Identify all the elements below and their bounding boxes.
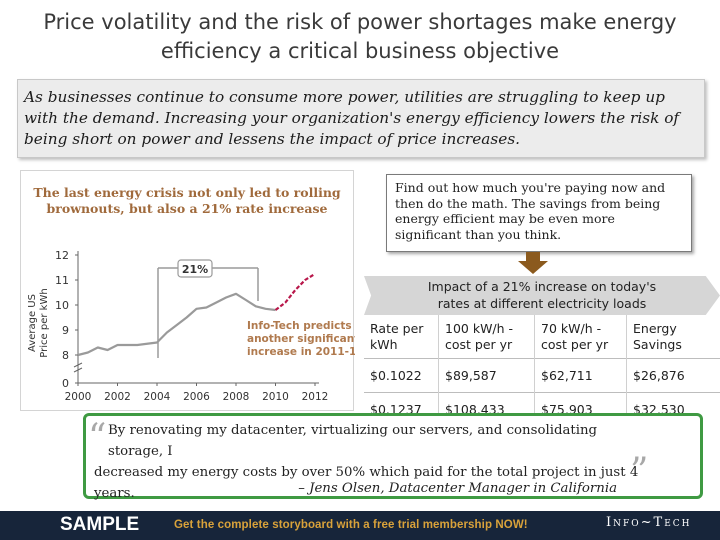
quote-text-line1: By renovating my datacenter, virtualizin… [108,423,598,459]
y-tick-label: 10 [55,299,69,312]
impact-grid: Rate per kWh 100 kW/h - cost per yr 70 k… [364,315,720,427]
chart-ylabel-line1: Average US [27,294,38,352]
price-chart: The last energy crisis not only led to r… [27,185,355,403]
sample-label: SAMPLE [60,514,140,535]
axis-break-mark [73,362,83,373]
column-header-70kwh: 70 kW/h - cost per yr [534,315,626,359]
table-cell: $89,587 [438,358,534,393]
x-tick-label: 2012 [302,391,329,403]
chart-title-line2: brownouts, but also a 21% rate increase [47,201,328,216]
prediction-line3: increase in 2011-12 [247,346,355,358]
x-tick-label: 2010 [262,391,289,403]
impact-header-line2: rates at different electricity loads [437,295,647,311]
prediction-line1: Info-Tech predicts [247,320,352,332]
impact-table: Impact of a 21% increase on today's rate… [364,276,720,427]
x-tick-label: 2002 [104,391,131,403]
column-header-100kwh-line1: 100 kW/h - [445,321,514,336]
column-header-rate-line2: kWh [370,337,398,352]
table-row: $0.1022 $89,587 $62,711 $26,876 [364,358,720,393]
quote-box [83,413,703,499]
chart-plot-area: 0 8 9 10 11 12 2000 2002 2004 2006 2008 2010 2012 [55,249,328,403]
prediction-line2: another significant [247,333,355,345]
open-quote-icon: “ [88,417,107,458]
info-tech-logo: Info~Tech [606,515,692,530]
column-header-savings: Energy Savings [626,315,720,359]
page-title-line2: efficiency a critical business objective [160,39,560,63]
column-header-100kwh: 100 kW/h - cost per yr [438,315,534,359]
chart-bracket-annotation: 21% [157,259,259,358]
historic-price-line [77,292,276,357]
column-header-rate-line1: Rate per [370,321,424,336]
quote-author: – Jens Olsen, Datacenter Manager in Cali… [298,481,617,496]
forecast-price-line [274,272,316,311]
price-chart-panel: The last energy crisis not only led to r… [20,170,355,411]
column-header-70kwh-line2: cost per yr [541,337,609,352]
y-tick-label: 9 [62,324,69,337]
footer-bar: SAMPLE Get the complete storyboard with … [0,511,720,540]
chart-ylabel-line2: Price per kWh [39,288,50,357]
y-tick-label: 11 [55,274,69,287]
x-tick-label: 2004 [144,391,171,403]
column-header-rate: Rate per kWh [364,315,438,359]
impact-header-line1: Impact of a 21% increase on today's [427,279,657,294]
y-tick-label: 12 [55,249,69,262]
page-title-line1: Price volatility and the risk of power s… [43,10,677,34]
table-cell: $62,711 [534,358,626,393]
chart-title-line1: The last energy crisis not only led to r… [33,185,341,200]
table-cell: $26,876 [626,358,720,393]
quote-text: By renovating my datacenter, virtualizin… [94,420,654,504]
bracket-label-box [177,259,213,278]
x-tick-label: 2008 [223,391,250,403]
column-header-savings-line1: Energy [633,321,677,336]
callout-box: Find out how much you're paying now and … [386,174,692,252]
page-title: Price volatility and the risk of power s… [0,8,720,66]
x-tick-label: 2006 [183,391,210,403]
column-header-savings-line2: Savings [633,337,682,352]
column-header-70kwh-line1: 70 kW/h - [541,321,602,336]
column-header-100kwh-line2: cost per yr [445,337,513,352]
bracket-label: 21% [182,263,208,276]
quote-text-line2: decreased my energy costs by over 50% wh… [94,465,639,501]
close-quote-icon: ” [630,451,649,492]
impact-table-header: Impact of a 21% increase on today's rate… [364,276,720,315]
y-tick-label: 0 [62,377,69,390]
table-cell: $0.1022 [370,367,422,383]
trial-link[interactable]: Get the complete storyboard with a free … [174,519,528,531]
y-tick-label: 8 [62,349,69,362]
intro-box: As businesses continue to consume more p… [17,79,705,158]
table-header-row: Rate per kWh 100 kW/h - cost per yr 70 k… [364,315,720,359]
down-arrow-icon [518,252,548,274]
x-tick-label: 2000 [65,391,92,403]
